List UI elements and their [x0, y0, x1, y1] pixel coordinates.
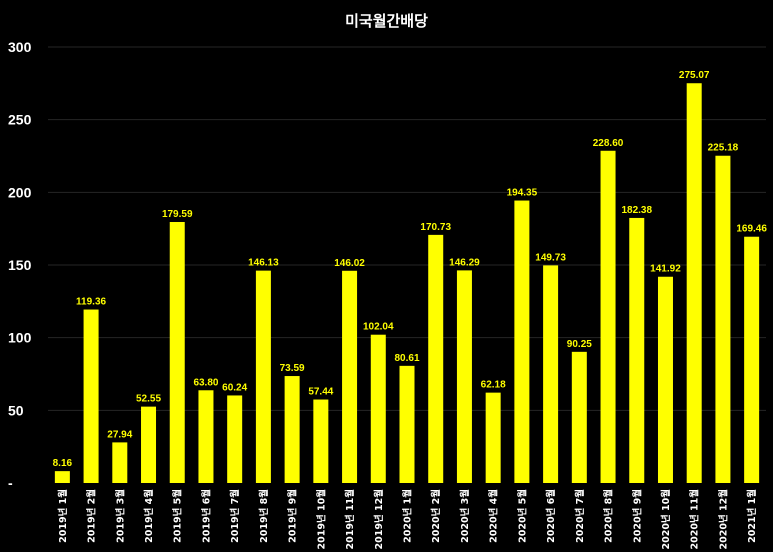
x-tick-label: 2020년 7월	[574, 489, 586, 543]
bar	[571, 351, 587, 483]
x-tick-label: 2019년 8월	[258, 489, 270, 543]
bars	[54, 83, 760, 484]
data-label: 102.04	[363, 322, 394, 333]
data-labels: 8.16 119.36 27.94 52.55 179.59 63.80 60.24 146.…	[53, 70, 768, 469]
bar	[715, 155, 731, 483]
x-axis: 2019년 1월 2019년 2월 2019년 3월 2019년 4월 2019년 5월…	[57, 489, 758, 549]
bar	[456, 270, 472, 483]
bar	[284, 376, 300, 483]
data-label: 63.80	[193, 377, 218, 388]
data-label: 169.46	[736, 224, 767, 235]
chart-title: 미국월간배당	[345, 12, 428, 30]
x-tick-label: 2019년 5월	[172, 489, 184, 543]
x-tick-label: 2020년 1월	[402, 489, 414, 543]
bar	[342, 270, 358, 483]
bar	[169, 221, 185, 484]
bar	[313, 399, 329, 483]
y-tick-label: 250	[8, 112, 32, 128]
y-tick-label: -	[8, 475, 13, 491]
data-label: 80.61	[394, 353, 419, 364]
bar	[83, 309, 99, 483]
x-tick-label: 2019년 10월	[315, 489, 327, 549]
data-label: 52.55	[136, 394, 161, 405]
bar	[744, 236, 760, 483]
data-label: 149.73	[535, 252, 566, 263]
x-tick-label: 2020년 5월	[516, 489, 528, 543]
data-label: 146.29	[449, 257, 480, 268]
x-tick-label: 2019년 2월	[86, 489, 98, 543]
bar	[54, 471, 70, 483]
x-tick-label: 2020년 9월	[631, 489, 643, 543]
x-tick-label: 2020년 12월	[717, 489, 729, 549]
x-tick-label: 2019년 1월	[57, 489, 69, 543]
y-tick-label: 200	[8, 184, 32, 200]
bar	[112, 442, 128, 483]
x-tick-label: 2020년 3월	[459, 489, 471, 543]
bar	[514, 200, 530, 483]
grid-lines	[48, 46, 766, 411]
data-label: 146.13	[248, 258, 279, 269]
data-label: 179.59	[162, 209, 193, 220]
x-tick-label: 2021년 1월	[746, 489, 758, 543]
data-label: 27.94	[107, 429, 132, 440]
data-label: 73.59	[280, 363, 305, 374]
bar	[370, 334, 386, 483]
data-label: 8.16	[53, 458, 73, 469]
x-tick-label: 2019년 4월	[143, 489, 155, 543]
bar	[428, 234, 444, 483]
y-tick-label: 150	[8, 257, 32, 273]
data-label: 57.44	[308, 387, 333, 398]
bar	[141, 406, 157, 483]
bar	[399, 365, 415, 483]
bar	[657, 276, 673, 483]
data-label: 170.73	[420, 222, 451, 233]
x-tick-label: 2019년 7월	[229, 489, 241, 543]
x-tick-label: 2019년 6월	[200, 489, 212, 543]
bar	[227, 395, 243, 483]
y-tick-label: 100	[8, 330, 32, 346]
bar	[198, 390, 214, 483]
data-label: 62.18	[481, 380, 506, 391]
data-label: 119.36	[76, 297, 106, 308]
data-label: 194.35	[507, 188, 538, 199]
x-tick-label: 2020년 11월	[689, 489, 701, 549]
x-tick-label: 2019년 12월	[373, 489, 385, 549]
x-tick-label: 2020년 4월	[488, 489, 500, 543]
bar	[600, 150, 616, 483]
x-tick-label: 2019년 3월	[114, 489, 126, 543]
x-tick-label: 2020년 2월	[430, 489, 442, 543]
data-label: 60.24	[222, 382, 247, 393]
bar	[629, 217, 645, 483]
data-label: 225.18	[708, 143, 739, 154]
bar	[255, 270, 271, 483]
x-tick-label: 2020년 8월	[603, 489, 615, 543]
y-tick-label: 50	[8, 402, 24, 418]
x-tick-label: 2019년 9월	[287, 489, 299, 543]
data-label: 141.92	[650, 264, 681, 275]
y-axis: - 50 100 150 200 250 300	[8, 39, 32, 491]
data-label: 228.60	[593, 138, 624, 149]
x-tick-label: 2020년 10월	[660, 489, 672, 549]
x-tick-label: 2020년 6월	[545, 489, 557, 543]
bar	[686, 83, 702, 483]
data-label: 182.38	[621, 205, 652, 216]
x-tick-label: 2019년 11월	[344, 489, 356, 549]
bar	[485, 392, 501, 483]
data-label: 146.02	[334, 258, 365, 269]
data-label: 90.25	[567, 339, 592, 350]
y-tick-label: 300	[8, 39, 32, 55]
data-label: 275.07	[679, 70, 710, 81]
bar	[543, 265, 559, 483]
